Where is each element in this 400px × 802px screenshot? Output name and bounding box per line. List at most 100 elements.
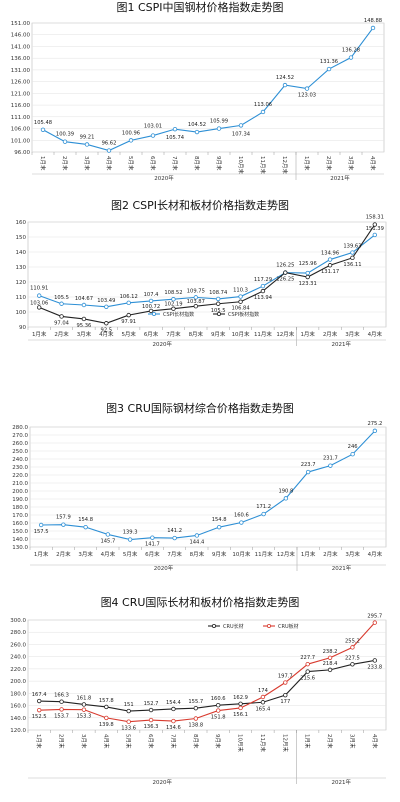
y-tick-label: 130.0 [12, 545, 28, 551]
data-point [59, 314, 64, 319]
data-label: 246 [348, 444, 358, 450]
x-tick-label: 4月末 [368, 550, 383, 558]
year-label-2020: 2020年 [154, 564, 174, 572]
x-tick-label: 11月末 [259, 734, 267, 752]
data-point [304, 86, 310, 91]
figure-1-cspi-steel-index: 图1 CSPI中国钢材价格指数走势图 96.00 101.00 106.00 111.… [11, 0, 385, 182]
data-label: 154.8 [212, 517, 227, 523]
series-line [39, 622, 376, 723]
x-tick-label: 7月末 [166, 330, 181, 338]
x-tick-label: 9月末 [214, 734, 222, 749]
data-label: 105.99 [210, 119, 228, 125]
data-label: 106.84 [231, 306, 250, 312]
data-label: 131.17 [321, 269, 339, 275]
x-tick-label: 1月末 [304, 734, 312, 749]
data-point [106, 148, 112, 153]
data-point [81, 316, 87, 322]
data-label: 136.11 [343, 262, 361, 268]
data-label: 231.7 [323, 456, 338, 462]
data-point [348, 55, 354, 60]
x-tick-label: 1月末 [34, 550, 49, 558]
y-tick-label: 140.0 [10, 716, 26, 722]
data-point [261, 511, 266, 517]
data-point [372, 620, 378, 625]
data-point [171, 297, 176, 302]
y-tick-label: 140.0 [12, 537, 28, 543]
data-point [350, 452, 355, 457]
data-label: 166.3 [54, 693, 69, 699]
x-tick-label: 7月末 [167, 550, 182, 558]
data-label: 148.88 [364, 18, 382, 24]
data-label: 255.2 [345, 638, 360, 644]
y-tick-label: 120.0 [10, 728, 26, 734]
data-label: 161.8 [77, 695, 92, 701]
x-tick-label: 11月末 [254, 330, 272, 338]
y-tick-label: 121.00 [11, 91, 31, 97]
legend-label: CRU长材 [223, 623, 244, 630]
x-tick-label: 1月末 [303, 156, 311, 171]
data-label: 157.8 [99, 698, 114, 704]
data-point [127, 537, 133, 542]
y-tick-label: 126.00 [11, 80, 31, 86]
data-point [40, 127, 46, 132]
x-tick-label: 2月末 [323, 550, 338, 558]
data-point [372, 232, 378, 238]
data-point [260, 288, 266, 294]
x-tick-label: 7月末 [171, 156, 179, 171]
data-point [215, 702, 221, 708]
data-point [128, 138, 134, 143]
figure-2-cspi-long-flat-index: 图2 CSPI长材和板材价格指数走势图 90 100 110 120 130 140 150… [16, 198, 387, 348]
data-point [104, 321, 109, 326]
data-point [193, 303, 199, 309]
data-label: 197.7 [278, 674, 293, 680]
data-point [150, 133, 156, 138]
data-point [193, 295, 199, 300]
data-label: 108.52 [164, 290, 182, 296]
data-label: 123.31 [299, 281, 317, 287]
y-tick-label: 100 [16, 310, 27, 316]
data-point [372, 428, 378, 434]
data-point [327, 655, 333, 660]
data-label: 144.4 [189, 539, 205, 545]
x-tick-label: 3月末 [78, 550, 93, 558]
data-point [283, 270, 288, 275]
data-point [148, 707, 154, 713]
data-point [283, 496, 289, 501]
y-tick-label: 151.00 [11, 21, 31, 27]
data-label: 113.94 [254, 295, 273, 301]
x-tick-label: 2月末 [326, 734, 334, 749]
x-tick-label: 4月末 [368, 330, 383, 338]
data-label: 145.7 [100, 538, 115, 544]
y-tick-label: 120 [16, 280, 27, 286]
x-tick-label: 3月末 [347, 156, 355, 171]
data-point [194, 129, 200, 135]
x-tick-label: 4月末 [369, 156, 377, 171]
y-tick-label: 250.0 [12, 449, 28, 455]
y-tick-label: 200.0 [12, 489, 28, 495]
data-label: 110.91 [30, 286, 48, 292]
data-point [81, 302, 87, 308]
y-tick-label: 180.0 [12, 505, 28, 511]
data-label: 126.25 [276, 277, 294, 283]
data-point [105, 532, 111, 537]
data-label: 107.4 [144, 292, 160, 298]
x-tick-label: 10月末 [237, 156, 245, 174]
data-point [126, 312, 131, 318]
y-tick-label: 101.00 [11, 138, 31, 144]
year-label-2021: 2021年 [330, 174, 350, 182]
y-tick-label: 260.0 [10, 642, 26, 648]
data-point [172, 535, 177, 541]
data-label: 105.5 [54, 295, 69, 301]
x-tick-label: 4月末 [101, 550, 116, 558]
data-label: 108.74 [209, 290, 228, 296]
data-label: 233.8 [367, 664, 382, 670]
data-point [350, 645, 355, 650]
series-line [41, 430, 376, 541]
data-point [81, 707, 87, 712]
data-label: 110.3 [233, 288, 248, 294]
year-label-2020: 2020年 [154, 174, 174, 182]
data-point [150, 535, 155, 540]
data-point [327, 263, 333, 268]
x-tick-label: 1月末 [301, 550, 316, 558]
data-point [328, 463, 333, 468]
